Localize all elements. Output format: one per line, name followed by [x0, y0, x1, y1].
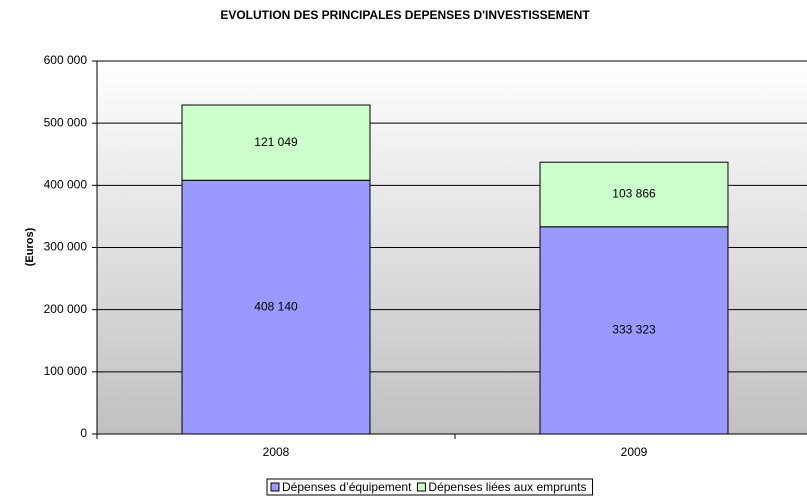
y-tick-label: 200 000	[44, 302, 88, 316]
bar-segment	[539, 226, 729, 435]
value-label: 103 866	[612, 187, 656, 201]
legend-swatch	[416, 482, 426, 492]
chart-title: EVOLUTION DES PRINCIPALES DEPENSES D'INV…	[220, 8, 590, 22]
legend-label: Dépenses liées aux emprunts	[428, 480, 586, 494]
bar-segment	[181, 179, 371, 435]
value-label: 333 323	[612, 323, 656, 337]
bar-segment	[181, 104, 371, 181]
bar-segment	[539, 161, 729, 228]
y-tick-label: 100 000	[44, 364, 88, 378]
y-tick-label: 400 000	[44, 178, 88, 192]
legend-label: Dépenses d’équipement	[282, 480, 412, 494]
legend-swatch	[270, 482, 280, 492]
x-tick-label: 2009	[621, 445, 648, 459]
y-tick-label: 600 000	[44, 53, 88, 67]
value-label: 408 140	[254, 299, 298, 313]
y-tick-label: 500 000	[44, 115, 88, 129]
y-tick-label: 300 000	[44, 240, 88, 254]
y-axis-label: (Euros)	[24, 227, 36, 266]
value-label: 121 049	[254, 135, 298, 149]
legend	[266, 478, 594, 496]
y-tick-label: 0	[80, 426, 87, 440]
x-tick-label: 2008	[263, 445, 290, 459]
